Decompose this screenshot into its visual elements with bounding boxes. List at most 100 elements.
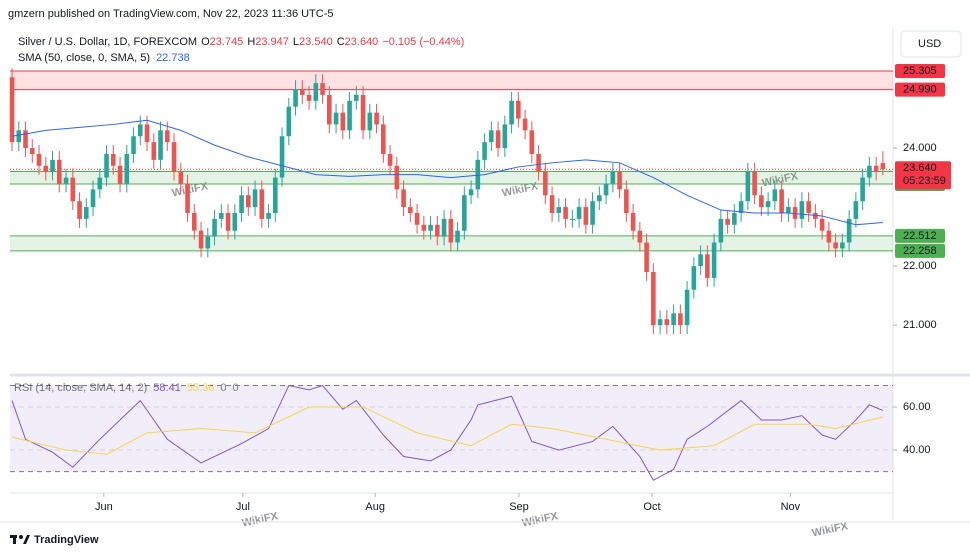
zone (10, 71, 893, 90)
rsi-line (11, 406, 883, 455)
price-pane (9, 68, 893, 334)
candle-body (516, 100, 521, 119)
candle-body (104, 153, 109, 178)
candle-body (765, 201, 771, 208)
candle-body (603, 183, 609, 196)
candle-body (691, 266, 697, 290)
currency-label[interactable]: USD (918, 38, 941, 50)
candle-body (306, 94, 312, 101)
candle-body (745, 171, 751, 202)
candle-body (779, 189, 784, 213)
candle-body (29, 148, 35, 154)
candle-body (738, 201, 744, 213)
candle-body (725, 218, 730, 225)
candle-body (246, 195, 251, 208)
quote-value: 23.745 (210, 36, 244, 48)
logo-part (23, 535, 30, 544)
x-tick-label: Oct (643, 501, 660, 513)
rsi-value: 58.41 (153, 382, 181, 394)
candle-body (806, 201, 811, 213)
candle-body (279, 136, 285, 178)
candle-body (414, 212, 420, 225)
candle-body (90, 189, 96, 208)
currency-button[interactable] (900, 30, 962, 58)
quote-key: H (247, 36, 255, 48)
candle-body (880, 163, 886, 170)
candle-body (360, 94, 366, 131)
price-label-box (895, 243, 945, 258)
candle-body (198, 230, 204, 249)
candle-body (617, 171, 622, 190)
candle-body (408, 207, 413, 213)
logo-part (19, 535, 23, 539)
candle-body (36, 153, 42, 166)
candle-body (205, 236, 211, 249)
candle-body (657, 319, 663, 326)
price-label: 22.258 (903, 245, 937, 257)
rsi-extra: 0 (232, 382, 238, 394)
x-tick-label: Jun (95, 501, 113, 513)
candle-body (684, 289, 690, 326)
candle-body (792, 207, 798, 219)
candle-body (846, 218, 852, 243)
symbol-title: Silver / U.S. Dollar, 1D, FOREXCOM (18, 36, 197, 48)
candle-body (300, 89, 305, 95)
candle-body (63, 177, 69, 184)
candle-body (678, 313, 683, 326)
candle-body (549, 195, 555, 213)
candle-body (590, 201, 595, 225)
candle-body (320, 83, 325, 95)
candle-body (711, 242, 717, 278)
candle-body (293, 89, 298, 107)
quote-key: O (201, 36, 210, 48)
candle-body (786, 207, 791, 213)
quote-value: 23.540 (299, 36, 333, 48)
y-tick-label: 24.000 (903, 142, 937, 154)
candle-body (327, 94, 332, 125)
candle-body (644, 242, 649, 273)
candle-body (664, 319, 670, 326)
y-tick-label: 60.00 (903, 401, 931, 413)
candle-body (266, 212, 271, 219)
candle-body (9, 77, 15, 143)
candle-body (374, 112, 379, 125)
candle-body (556, 207, 562, 213)
axes: 25.30524.99023.60323.39122.51222.25823.6… (95, 64, 951, 513)
brand[interactable]: TradingView (34, 534, 99, 546)
candle-body (543, 171, 548, 196)
candle-body (752, 171, 757, 196)
candle-body (273, 177, 278, 213)
candle-body (171, 142, 177, 172)
price-label: 24.990 (903, 84, 937, 96)
candle-body (759, 195, 764, 208)
candle-body (502, 124, 508, 149)
candle-body (448, 218, 454, 243)
candle-body (475, 159, 481, 190)
candle-body (873, 165, 879, 172)
candle-body (347, 100, 352, 131)
candle-body (732, 212, 737, 225)
sma-value: 22.738 (156, 52, 190, 64)
candle-body (489, 130, 494, 143)
candle-body (144, 124, 150, 143)
rsi-line (11, 384, 884, 481)
candle-body (83, 207, 89, 219)
candle-body (826, 230, 832, 243)
candle-body (137, 124, 143, 137)
candle-body (225, 212, 231, 231)
quote-value: 23.947 (255, 36, 289, 48)
zone (10, 235, 893, 251)
candle-body (131, 136, 136, 154)
candle-body (867, 165, 872, 178)
y-tick-label: 40.00 (903, 444, 931, 456)
logo-part (13, 535, 16, 544)
rsi-legend: RSI (14, close, SMA, 14, 2) 58.41 55.36 0 0 (14, 382, 239, 394)
candle-body (637, 230, 643, 243)
candle-body (435, 224, 440, 237)
candle-body (651, 272, 656, 326)
candle-body (387, 153, 393, 166)
candle-body (232, 212, 238, 231)
candle-body (151, 142, 157, 160)
rsi-title: RSI (14, close, SMA, 14, 2) (14, 382, 147, 394)
